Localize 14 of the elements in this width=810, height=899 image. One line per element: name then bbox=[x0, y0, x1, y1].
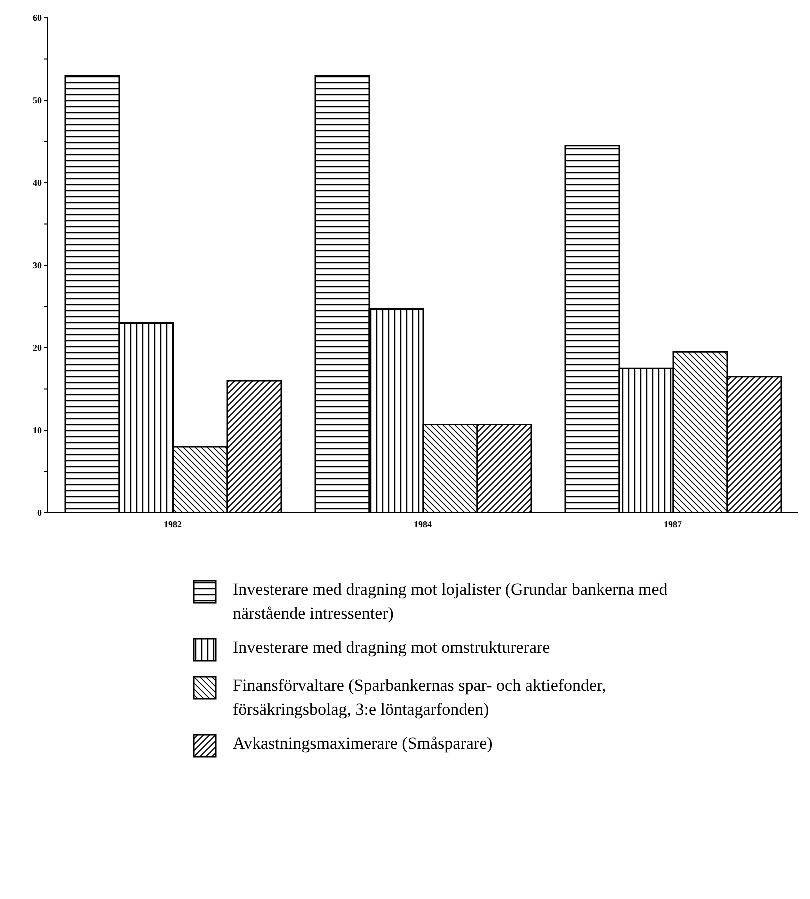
y-tick-label: 40 bbox=[33, 178, 42, 188]
y-tick-label: 10 bbox=[33, 426, 42, 436]
legend-label: Avkastningsmaximerare (Småsparare) bbox=[233, 733, 493, 755]
x-tick-label: 1982 bbox=[164, 519, 182, 530]
y-tick-label: 60 bbox=[33, 13, 42, 24]
y-tick-label: 30 bbox=[33, 260, 42, 271]
legend-label: Investerare med dragning mot omstrukturerare bbox=[233, 637, 550, 659]
legend-label: Finansförvaltare (Sparbankernas spar- och aktiefonder, försäkringsbolag, 3:e löntagarfonden) bbox=[233, 675, 608, 721]
y-tick-label: 0 bbox=[38, 508, 42, 518]
y-tick-label: 50 bbox=[33, 96, 42, 106]
x-tick-label: 1984 bbox=[414, 519, 432, 530]
legend-label: Investerare med dragning mot lojalister (Grundar bankerna med närstående intressenter) bbox=[233, 579, 669, 625]
y-tick-label: 20 bbox=[33, 343, 42, 354]
x-tick-label: 1987 bbox=[664, 519, 682, 530]
